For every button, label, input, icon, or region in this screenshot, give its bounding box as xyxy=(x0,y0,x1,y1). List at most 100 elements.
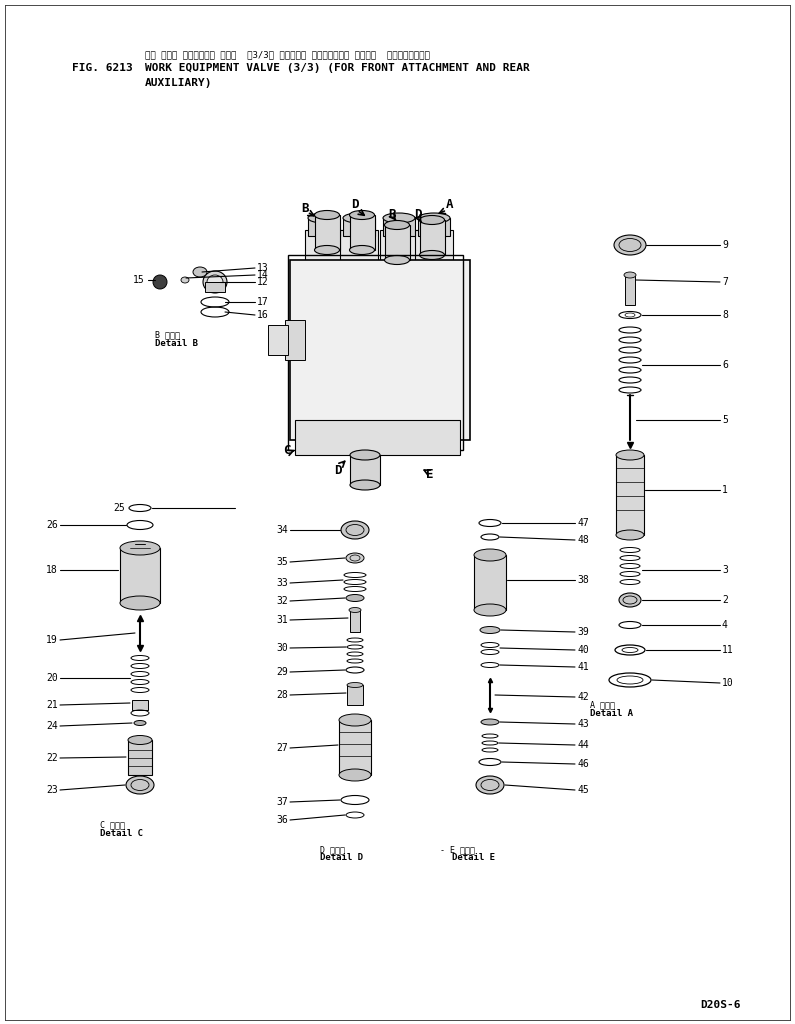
Text: B: B xyxy=(388,209,396,221)
Text: D: D xyxy=(334,464,342,476)
Text: 47: 47 xyxy=(577,518,589,528)
Text: 37: 37 xyxy=(276,797,288,807)
Text: 1: 1 xyxy=(722,485,728,495)
Text: D: D xyxy=(351,199,359,212)
Ellipse shape xyxy=(480,627,500,634)
Ellipse shape xyxy=(341,521,369,539)
Text: 42: 42 xyxy=(577,692,589,702)
Bar xyxy=(350,455,380,485)
Bar xyxy=(290,260,470,440)
Text: Detail D: Detail D xyxy=(320,853,363,862)
Ellipse shape xyxy=(619,593,641,607)
Text: 27: 27 xyxy=(276,743,288,753)
Text: 20: 20 xyxy=(46,673,58,683)
Ellipse shape xyxy=(350,480,380,490)
Ellipse shape xyxy=(616,530,644,540)
Ellipse shape xyxy=(346,553,364,563)
Ellipse shape xyxy=(420,251,444,259)
Ellipse shape xyxy=(193,267,207,278)
Ellipse shape xyxy=(624,272,636,278)
Ellipse shape xyxy=(315,211,339,219)
Text: 23: 23 xyxy=(46,785,58,795)
Text: D20S-6: D20S-6 xyxy=(700,1000,740,1010)
Text: 45: 45 xyxy=(577,785,589,795)
Text: 38: 38 xyxy=(577,575,589,585)
Ellipse shape xyxy=(614,234,646,255)
Text: Detail B: Detail B xyxy=(155,339,198,347)
Ellipse shape xyxy=(474,604,506,616)
Text: 16: 16 xyxy=(257,310,269,319)
Ellipse shape xyxy=(339,769,371,781)
Ellipse shape xyxy=(385,220,409,229)
Bar xyxy=(315,215,340,250)
Bar xyxy=(380,230,418,430)
Bar xyxy=(288,255,463,450)
Text: 14: 14 xyxy=(257,270,269,280)
Ellipse shape xyxy=(134,721,146,725)
Ellipse shape xyxy=(126,776,154,794)
Bar xyxy=(415,230,453,430)
Bar xyxy=(385,225,410,260)
Text: 31: 31 xyxy=(276,615,288,625)
Text: 30: 30 xyxy=(276,643,288,653)
Text: AUXILIARY): AUXILIARY) xyxy=(145,78,212,88)
Text: - E 詳細図: - E 詳細図 xyxy=(440,846,475,854)
Bar xyxy=(295,420,460,455)
Text: 28: 28 xyxy=(276,690,288,700)
Text: サギ ヨウキ コントロール バルブ  （3/3） （フロント アタッチメント オヨビー  リヤーブジョウ）: サギ ヨウキ コントロール バルブ （3/3） （フロント アタッチメント オヨ… xyxy=(145,50,430,59)
Ellipse shape xyxy=(350,450,380,460)
Text: 48: 48 xyxy=(577,535,589,545)
Bar xyxy=(420,220,445,255)
Ellipse shape xyxy=(616,450,644,460)
Text: 9: 9 xyxy=(722,240,728,250)
Ellipse shape xyxy=(120,541,160,555)
Text: 7: 7 xyxy=(722,278,728,287)
Text: Detail C: Detail C xyxy=(100,828,143,838)
Text: 36: 36 xyxy=(276,815,288,825)
Text: 11: 11 xyxy=(722,645,734,655)
Text: 5: 5 xyxy=(722,415,728,425)
Text: B 詳細図: B 詳細図 xyxy=(155,331,180,340)
Ellipse shape xyxy=(418,213,450,223)
Text: 10: 10 xyxy=(722,678,734,688)
Text: 41: 41 xyxy=(577,662,589,672)
Text: 29: 29 xyxy=(276,667,288,677)
Text: 39: 39 xyxy=(577,627,589,637)
Ellipse shape xyxy=(481,719,499,725)
Ellipse shape xyxy=(385,256,409,264)
Text: 3: 3 xyxy=(722,565,728,575)
Text: 26: 26 xyxy=(46,520,58,530)
Ellipse shape xyxy=(420,215,444,224)
Text: C 詳細図: C 詳細図 xyxy=(100,820,125,829)
Text: 43: 43 xyxy=(577,719,589,729)
Bar xyxy=(383,218,415,236)
Ellipse shape xyxy=(120,596,160,610)
Text: 24: 24 xyxy=(46,721,58,731)
Ellipse shape xyxy=(308,213,340,223)
Bar xyxy=(128,740,152,775)
Text: 13: 13 xyxy=(257,263,269,273)
Ellipse shape xyxy=(207,275,223,289)
Bar xyxy=(205,282,225,292)
Text: C: C xyxy=(283,443,291,457)
Ellipse shape xyxy=(350,211,374,219)
Text: A 詳細図: A 詳細図 xyxy=(590,700,615,710)
Bar xyxy=(350,610,360,632)
Text: 21: 21 xyxy=(46,700,58,710)
Text: A: A xyxy=(446,199,454,212)
Ellipse shape xyxy=(343,213,375,223)
Text: 6: 6 xyxy=(722,360,728,370)
Bar xyxy=(418,218,450,236)
Bar xyxy=(132,700,148,710)
Bar xyxy=(343,218,375,236)
Text: Detail E: Detail E xyxy=(452,853,495,862)
Ellipse shape xyxy=(474,549,506,561)
Ellipse shape xyxy=(476,776,504,794)
Text: E: E xyxy=(426,469,434,481)
Ellipse shape xyxy=(339,714,371,726)
Text: D: D xyxy=(414,209,422,221)
Bar xyxy=(350,215,375,250)
Ellipse shape xyxy=(203,271,227,293)
Text: 15: 15 xyxy=(134,275,145,285)
Text: 19: 19 xyxy=(46,635,58,645)
